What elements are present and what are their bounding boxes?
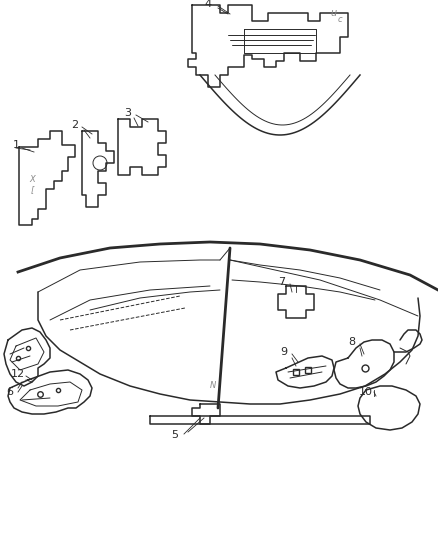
Text: 6: 6 [7,387,14,397]
Text: N: N [210,381,216,390]
Text: 4: 4 [205,0,212,9]
Text: 2: 2 [71,120,78,130]
Text: 8: 8 [349,337,356,347]
Text: 7: 7 [279,277,286,287]
Text: 5: 5 [172,430,179,440]
Text: c: c [338,15,343,24]
Text: 3: 3 [124,108,131,118]
Text: 9: 9 [280,347,288,357]
Text: X: X [29,175,35,184]
Text: 12: 12 [11,369,25,379]
Text: [: [ [30,185,34,194]
Text: u: u [330,8,336,18]
Text: 10: 10 [359,387,373,397]
Text: 1: 1 [13,140,20,150]
